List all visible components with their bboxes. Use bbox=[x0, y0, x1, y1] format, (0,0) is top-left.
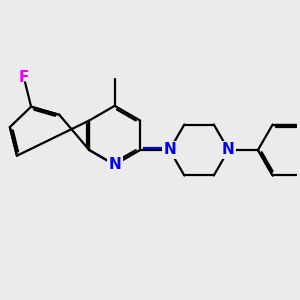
Text: N: N bbox=[108, 157, 121, 172]
Text: N: N bbox=[163, 142, 176, 158]
Text: F: F bbox=[19, 70, 29, 85]
Text: N: N bbox=[222, 142, 235, 158]
